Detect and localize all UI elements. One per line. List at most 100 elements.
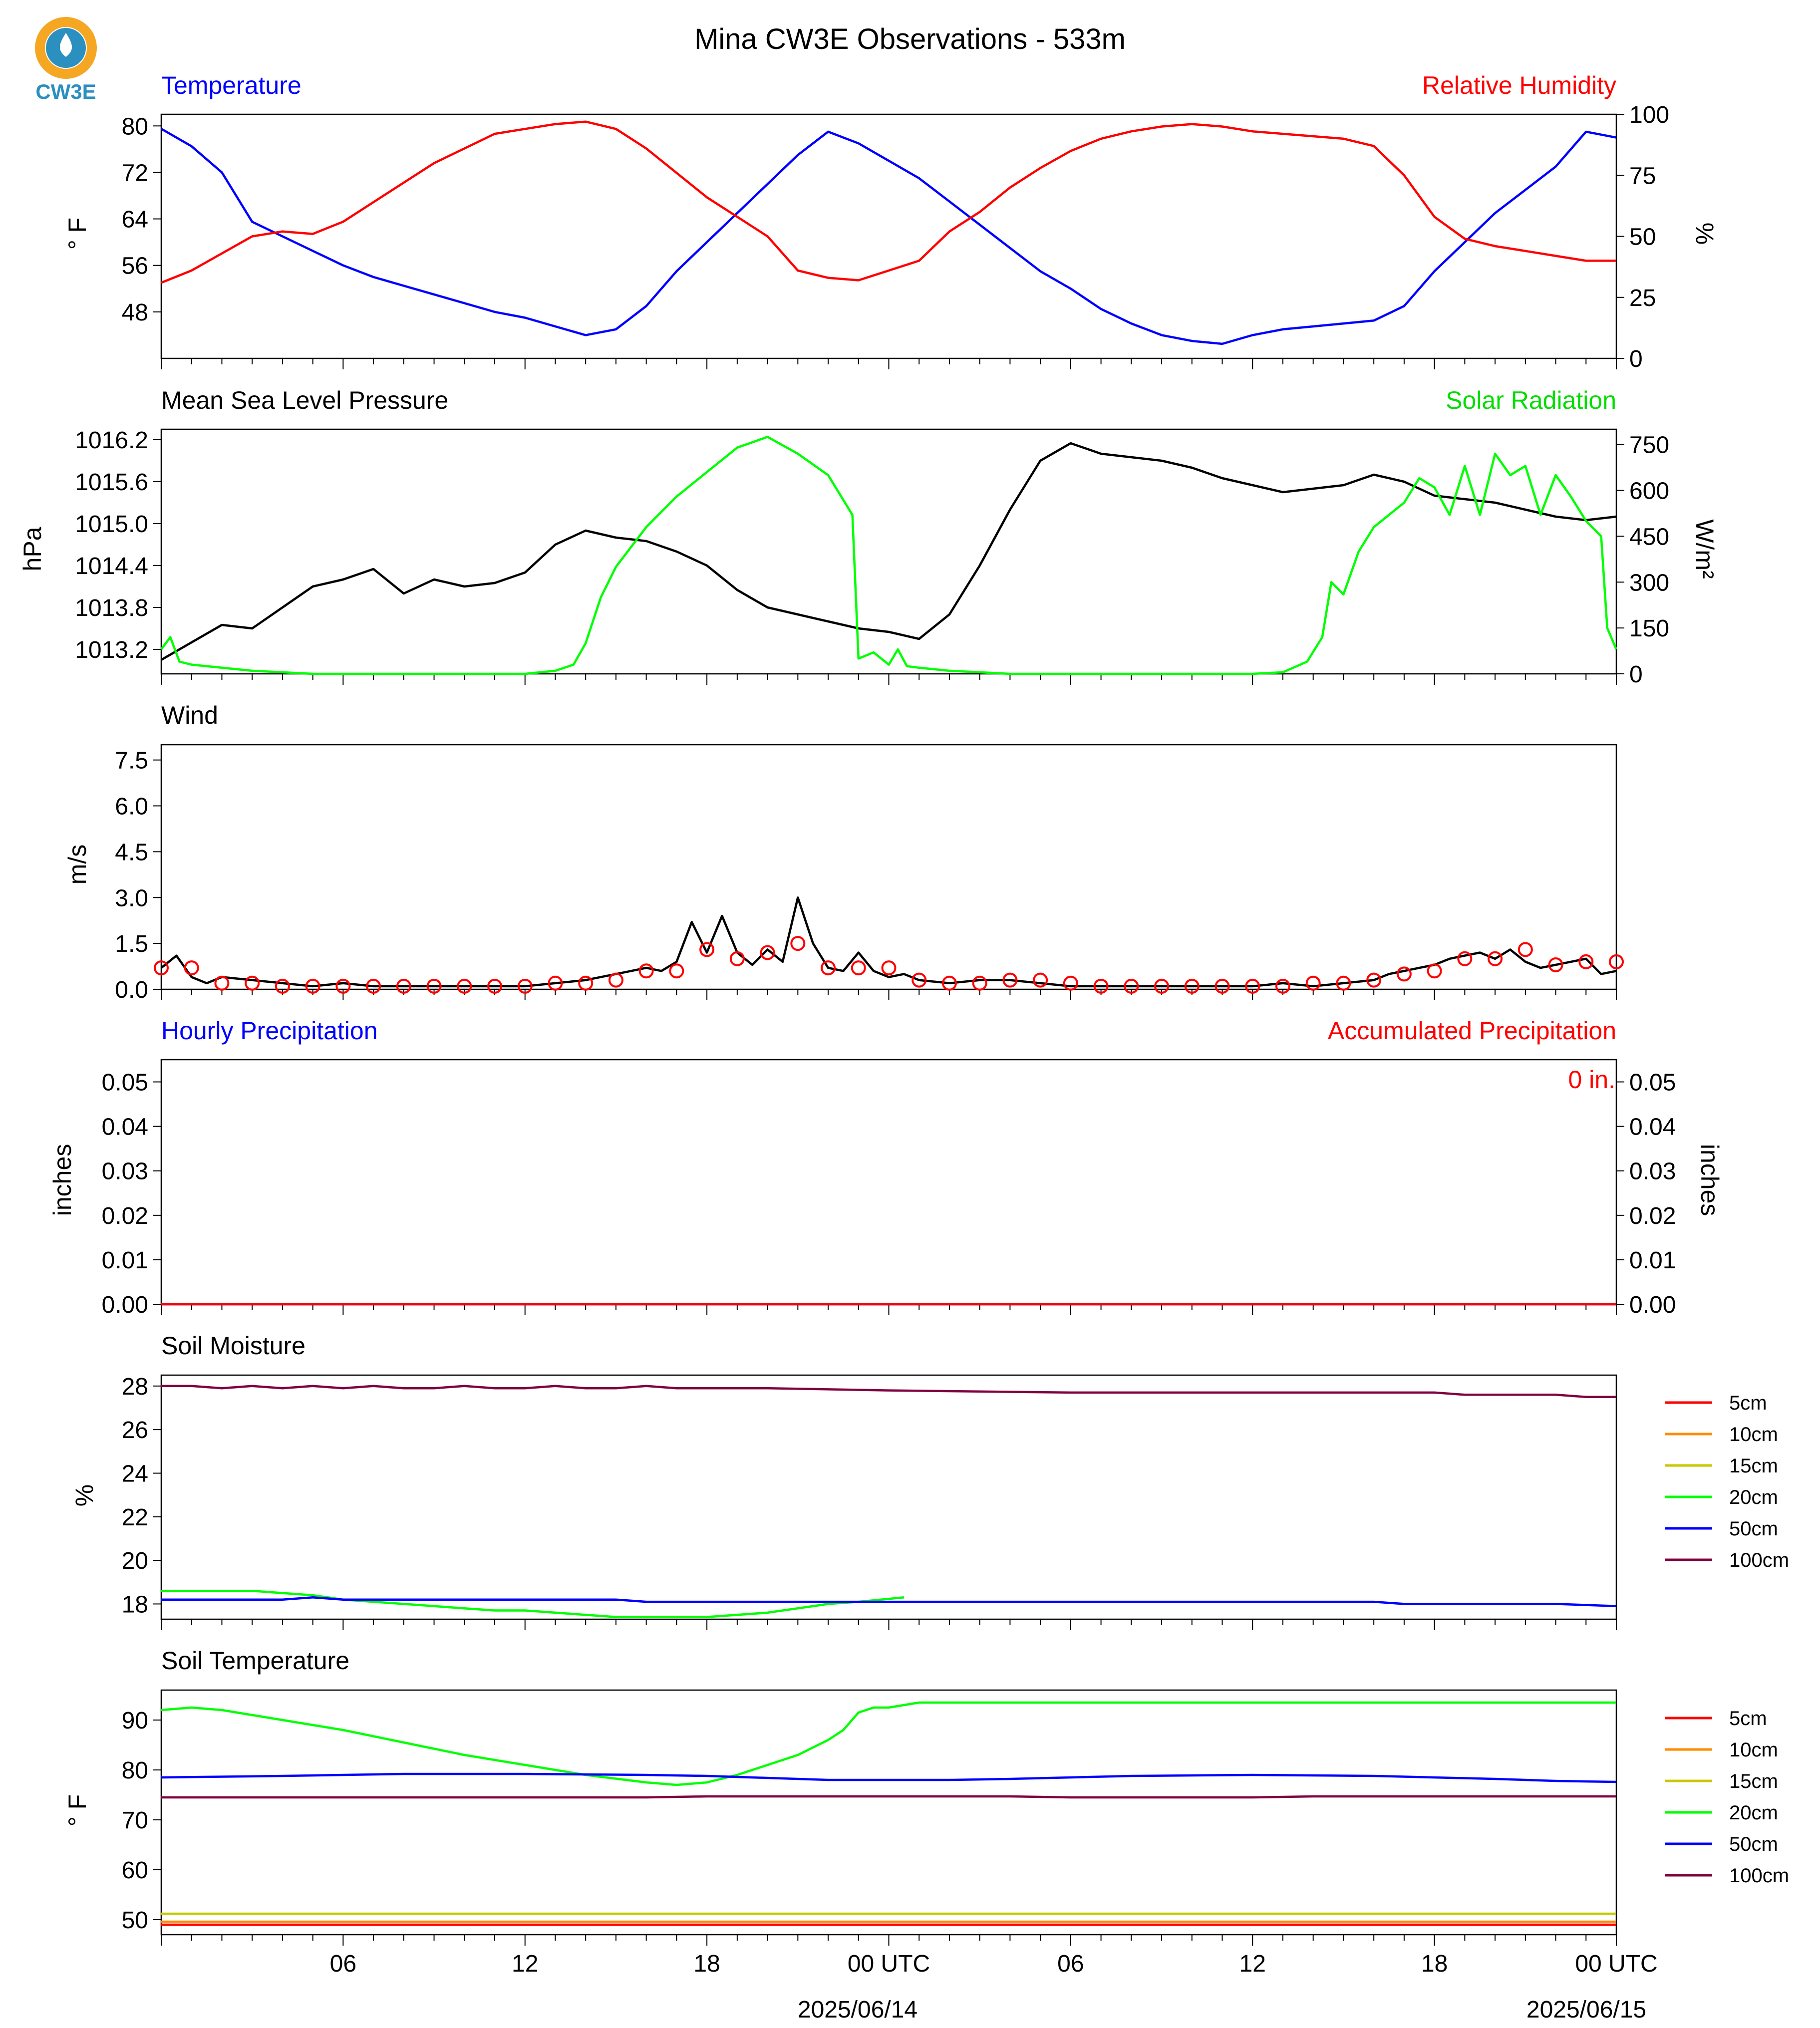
series-line-temperature: [160, 128, 1617, 345]
wind-barb-circle: [638, 963, 654, 979]
soil-temperature-ylabel: ° F: [63, 1794, 91, 1826]
series-line-solar-radiation: [160, 436, 1618, 675]
wind-barb-circle: [366, 978, 381, 994]
y-tick-label-left: 80: [122, 1757, 148, 1784]
wind-barb-circle: [1517, 942, 1533, 957]
legend-label-5cm: 5cm: [1729, 1708, 1767, 1730]
legend-label-10cm: 10cm: [1729, 1739, 1778, 1761]
legend-label-100cm: 100cm: [1729, 1549, 1789, 1571]
wind-barb-circle: [1063, 975, 1078, 991]
x-tick-label: 00 UTC: [1575, 1951, 1657, 1977]
y-tick-label-left: 1016.2: [75, 427, 148, 454]
wind-barb-circle: [517, 978, 533, 994]
series-line-50cm: [161, 1596, 1617, 1608]
y-tick-label-right: 0: [1629, 661, 1643, 688]
legend-label-50cm: 50cm: [1729, 1833, 1778, 1855]
temperature-title: Temperature: [161, 71, 302, 99]
y-tick-label-left: 1013.8: [75, 595, 148, 621]
wind-barb-circle: [1184, 978, 1200, 994]
y-tick-label-right: 750: [1629, 432, 1669, 459]
pressure-title: Mean Sea Level Pressure: [161, 386, 448, 414]
wind-barb-circle: [851, 960, 866, 976]
y-tick-label-left: 0.03: [102, 1159, 148, 1185]
wind-barb-circle: [941, 975, 957, 991]
wind-barb-circle: [305, 978, 320, 994]
y-tick-label-left: 0.0: [115, 977, 148, 1003]
logo-water-drop-icon: [59, 33, 72, 57]
wind-barb-circle: [457, 978, 472, 994]
wind-barb-circle: [1275, 978, 1290, 994]
wind-barb-circle: [669, 963, 684, 979]
y-tick-label-left: 0.05: [102, 1070, 148, 1096]
wind-barb-circle: [548, 975, 563, 991]
panel-frame-2: [160, 428, 1617, 675]
wind-barb-circle: [1548, 957, 1563, 972]
y-tick-label-left: 1013.2: [75, 637, 148, 663]
y-tick-label-right: 0.01: [1629, 1247, 1676, 1274]
precip-ylabel-right: inches: [1696, 1144, 1724, 1216]
wind-barb-circle: [821, 960, 836, 976]
wind-barb-circle: [1609, 954, 1624, 969]
wind-barb-circle: [214, 975, 230, 991]
y-tick-label-left: 4.5: [115, 839, 148, 866]
hourly-precip-title: Hourly Precipitation: [161, 1017, 378, 1045]
series-line-100cm: [161, 1795, 1616, 1799]
series-line-20cm: [161, 1701, 1616, 1786]
temperature-ylabel: ° F: [63, 218, 91, 250]
y-tick-label-right: 0.05: [1629, 1070, 1676, 1096]
y-tick-label-right: 25: [1629, 285, 1656, 311]
legend-label-100cm: 100cm: [1729, 1865, 1789, 1887]
legend-label-20cm: 20cm: [1729, 1486, 1778, 1508]
y-tick-label-left: 0.01: [102, 1247, 148, 1274]
wind-barb-circle: [1336, 975, 1351, 991]
wind-barb-circle: [911, 972, 927, 988]
y-tick-label-right: 75: [1629, 163, 1656, 189]
wind-barb-circle: [1124, 978, 1139, 994]
y-tick-label-left: 72: [122, 160, 148, 186]
wind-barb-circle: [487, 978, 503, 994]
y-tick-label-left: 26: [122, 1417, 148, 1444]
y-tick-label-left: 0.00: [102, 1292, 148, 1318]
y-tick-label-left: 7.5: [115, 748, 148, 774]
y-tick-label-left: 70: [122, 1807, 148, 1834]
y-tick-label-left: 28: [122, 1374, 148, 1400]
wind-barb-circle: [1427, 963, 1442, 979]
series-line-relative-humidity: [161, 120, 1616, 284]
y-tick-label-left: 24: [122, 1460, 148, 1487]
accumulated-precip-title: Accumulated Precipitation: [1328, 1017, 1616, 1045]
legend-label-15cm: 15cm: [1729, 1770, 1778, 1792]
y-tick-label-left: 3.0: [115, 885, 148, 911]
y-tick-label-left: 64: [122, 207, 148, 233]
panel-frame-6: [160, 1689, 1617, 1936]
cw3e-logo: CW3E: [35, 17, 97, 103]
y-tick-label-left: 1015.0: [75, 511, 148, 538]
y-tick-label-left: 1014.4: [75, 553, 148, 579]
wind-barb-circle: [1245, 978, 1260, 994]
y-tick-label-left: 0.04: [102, 1114, 148, 1141]
humidity-ylabel: %: [1691, 223, 1719, 245]
wind-barb-circle: [972, 975, 987, 991]
wind-barb-circle: [729, 951, 745, 966]
wind-barb-circle: [1366, 972, 1382, 988]
x-tick-label: 18: [1421, 1951, 1448, 1977]
series-line-20cm: [161, 1589, 905, 1618]
y-tick-label-right: 300: [1629, 570, 1669, 596]
y-tick-label-right: 0.03: [1629, 1159, 1676, 1185]
y-tick-label-left: 6.0: [115, 794, 148, 820]
wind-barb-circle: [881, 960, 897, 976]
wind-barb-circle: [790, 936, 806, 951]
x-tick-label: 12: [1239, 1951, 1266, 1977]
y-tick-label-right: 0: [1629, 346, 1643, 372]
y-tick-label-left: 20: [122, 1548, 148, 1574]
wind-barb-circle: [699, 942, 715, 957]
x-tick-label: 06: [330, 1951, 356, 1977]
wind-barb-circle: [1214, 978, 1230, 994]
wind-barb-circle: [335, 978, 351, 994]
wind-title: Wind: [161, 701, 218, 729]
wind-barb-circle: [578, 975, 594, 991]
wind-barb-circle: [275, 978, 290, 994]
wind-barb-circle: [1305, 975, 1321, 991]
y-tick-label-left: 0.02: [102, 1203, 148, 1229]
precip-ylabel-left: inches: [48, 1144, 76, 1216]
wind-ylabel: m/s: [63, 845, 91, 885]
